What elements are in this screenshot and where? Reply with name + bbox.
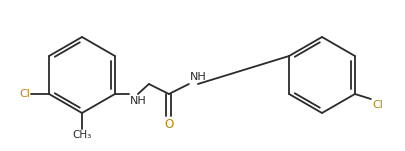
Text: NH: NH [130,96,147,106]
Text: NH: NH [190,72,207,82]
Text: CH₃: CH₃ [72,130,92,140]
Text: O: O [164,118,173,131]
Text: Cl: Cl [19,89,30,99]
Text: Cl: Cl [372,100,383,110]
